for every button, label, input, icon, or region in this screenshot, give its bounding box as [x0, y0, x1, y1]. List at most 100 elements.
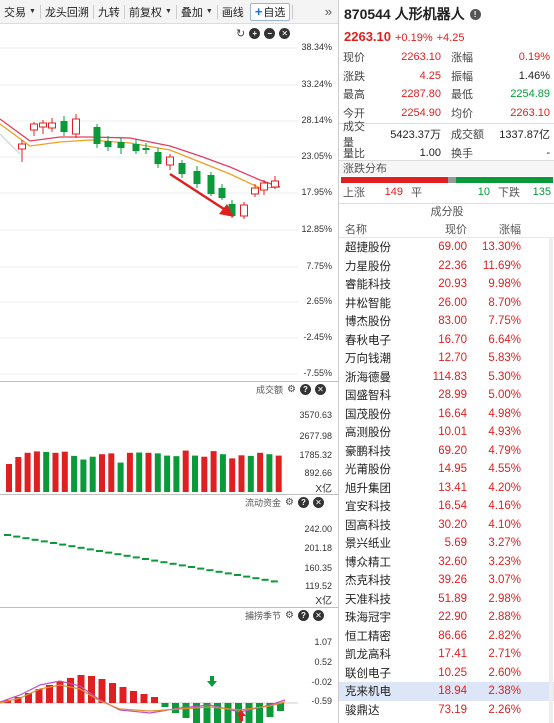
volume-bar — [145, 452, 152, 492]
component-row[interactable]: 旭升集团 13.41 4.20% — [339, 479, 554, 498]
volume-unit: X亿 — [315, 484, 332, 495]
component-row[interactable]: 宜安科技 16.54 4.16% — [339, 497, 554, 516]
distribution-up-bar — [341, 177, 449, 183]
component-change: 7.75% — [488, 315, 521, 328]
component-row[interactable]: 联创电子 10.25 2.60% — [339, 664, 554, 683]
column-header-change[interactable]: 涨幅 — [499, 223, 521, 236]
price-axis-tick: 38.34% — [301, 42, 332, 52]
components-header: 名称 现价 涨幅 — [339, 220, 554, 238]
column-header-name[interactable]: 名称 — [345, 223, 367, 236]
macd-bar — [193, 703, 200, 723]
help-icon[interactable]: ? — [297, 610, 309, 621]
settings-icon[interactable]: ⚙ — [285, 610, 294, 621]
component-price: 30.20 — [438, 518, 467, 531]
add-watchlist-button[interactable]: + 自选 — [249, 2, 291, 21]
component-price: 28.99 — [438, 389, 467, 402]
quote-value: - — [546, 146, 550, 159]
flow-axis-tick: 119.52 — [305, 581, 332, 591]
toolbar-trade[interactable]: 交易 ▼ — [0, 0, 40, 24]
info-icon[interactable]: ! — [469, 8, 481, 20]
close-icon[interactable]: ✕ — [314, 384, 326, 395]
component-price: 22.36 — [438, 259, 467, 272]
component-row[interactable]: 博杰股份 83.00 7.75% — [339, 312, 554, 331]
stock-change-pct: +0.19% — [395, 32, 433, 44]
macd-bar — [140, 694, 148, 703]
component-row[interactable]: 克来机电 18.94 2.38% — [339, 682, 554, 701]
component-row[interactable]: 睿能科技 20.93 9.98% — [339, 275, 554, 294]
component-row[interactable]: 光莆股份 14.95 4.55% — [339, 460, 554, 479]
stock-header: 870544 人形机器人 ! 2263.10 +0.19% +4.25 — [339, 0, 554, 44]
macd-bar — [88, 676, 95, 703]
volume-bar — [247, 455, 254, 492]
component-row[interactable]: 骏鼎达 73.19 2.26% — [339, 701, 554, 720]
component-row[interactable]: 固高科技 30.20 4.10% — [339, 516, 554, 535]
close-icon[interactable]: ✕ — [279, 28, 291, 39]
component-row[interactable]: 万向钱潮 12.70 5.83% — [339, 349, 554, 368]
volume-bar — [238, 455, 245, 492]
volume-bar — [89, 456, 96, 492]
quote-row: 成交量 5423.37万 成交额 1337.87亿 — [339, 121, 554, 149]
component-row[interactable]: 博众精工 32.60 3.23% — [339, 553, 554, 572]
macd-bar — [35, 689, 43, 703]
distribution-counts: 上涨 149 平 10 下跌 135 — [339, 184, 554, 200]
component-price: 17.41 — [438, 648, 467, 661]
settings-icon[interactable]: ⚙ — [285, 497, 294, 508]
scrollbar[interactable] — [549, 237, 553, 723]
component-row[interactable]: 国盛智科 28.99 5.00% — [339, 386, 554, 405]
component-row[interactable]: 井松智能 26.00 8.70% — [339, 294, 554, 313]
toolbar-nine-turn-label: 九转 — [97, 6, 120, 19]
component-row[interactable]: 景兴纸业 5.69 3.27% — [339, 534, 554, 553]
flow-axis-tick: 201.18 — [304, 543, 332, 553]
components-list: 超捷股份 69.00 13.30% 力星股份 22.36 11.69% 睿能科技 20.93 9… — [339, 238, 554, 719]
macd-axis-tick: -0.02 — [311, 677, 332, 687]
macd-bar — [172, 703, 179, 713]
component-name: 珠海冠宇 — [345, 612, 391, 625]
chart-canvas[interactable] — [0, 24, 338, 723]
component-name: 浙海德曼 — [345, 371, 391, 384]
component-row[interactable]: 浙海德曼 114.83 5.30% — [339, 368, 554, 387]
quote-key: 换手 — [451, 147, 473, 160]
macd-bar — [245, 703, 253, 723]
column-header-price[interactable]: 现价 — [445, 223, 467, 236]
component-row[interactable]: 力星股份 22.36 11.69% — [339, 257, 554, 276]
component-price: 83.00 — [438, 315, 467, 328]
component-change: 4.55% — [488, 463, 521, 476]
chart-area[interactable]: ↻ + − ✕ 38.34% 33.24% 28.14% 23.05% 17.9… — [0, 24, 338, 723]
macd-axis-tick: 1.07 — [314, 637, 332, 647]
toolbar-overlay[interactable]: 叠加 ▼ — [177, 0, 217, 24]
divider — [292, 4, 294, 19]
component-row[interactable]: 高测股份 10.01 4.93% — [339, 423, 554, 442]
help-icon[interactable]: ? — [297, 497, 309, 508]
component-row[interactable]: 国茂股份 16.64 4.98% — [339, 405, 554, 424]
close-icon[interactable]: ✕ — [312, 610, 324, 621]
divider — [39, 4, 41, 19]
component-row[interactable]: 恒工精密 86.66 2.82% — [339, 627, 554, 646]
quote-row: 现价 2263.10 涨幅 0.19% — [339, 48, 554, 67]
toolbar-nine-turn[interactable]: 九转 — [94, 0, 124, 24]
volume-bar — [229, 458, 236, 492]
help-icon[interactable]: ? — [299, 384, 311, 395]
component-price: 12.70 — [438, 352, 467, 365]
volume-bar — [43, 451, 50, 492]
toolbar-leader-review[interactable]: 龙头回溯 — [41, 0, 93, 24]
macd-bar — [25, 693, 32, 703]
component-row[interactable]: 超捷股份 69.00 13.30% — [339, 238, 554, 257]
component-name: 旭升集团 — [345, 482, 391, 495]
close-icon[interactable]: ✕ — [312, 497, 324, 508]
component-row[interactable]: 天准科技 51.89 2.98% — [339, 590, 554, 609]
component-row[interactable]: 凯龙高科 17.41 2.71% — [339, 645, 554, 664]
component-row[interactable]: 杰克科技 39.26 3.07% — [339, 571, 554, 590]
settings-icon[interactable]: ⚙ — [287, 384, 296, 395]
component-row[interactable]: 珠海冠宇 22.90 2.88% — [339, 608, 554, 627]
component-row[interactable]: 春秋电子 16.70 6.64% — [339, 331, 554, 350]
component-price: 10.25 — [438, 666, 467, 679]
toolbar-adjust[interactable]: 前复权 ▼ — [125, 0, 176, 24]
toolbar-draw[interactable]: 画线 — [218, 0, 248, 24]
quote-row: 最高 2287.80 最低 2254.89 — [339, 85, 554, 104]
flat-label: 平 — [411, 187, 422, 199]
zoom-in-icon[interactable]: + — [249, 28, 261, 39]
refresh-icon[interactable]: ↻ — [236, 28, 246, 40]
zoom-out-icon[interactable]: − — [264, 28, 276, 39]
component-row[interactable]: 豪鹏科技 69.20 4.79% — [339, 442, 554, 461]
more-chevron-icon[interactable]: » — [324, 4, 332, 19]
